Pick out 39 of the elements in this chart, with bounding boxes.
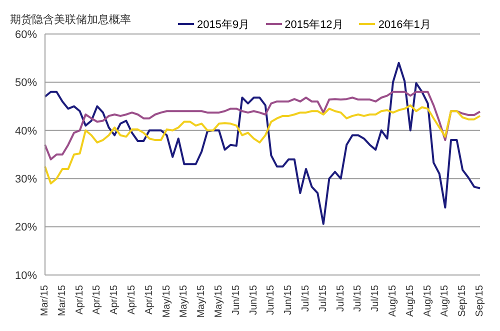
x-tick-label: Mar/15 (40, 284, 50, 316)
x-tick-label: Apr/15 (126, 284, 138, 314)
x-tick-label: May/15 (214, 284, 224, 318)
x-tick-label: Mar/15 (56, 284, 68, 316)
y-tick-label: 40% (14, 125, 38, 138)
y-tick-label: 60% (14, 28, 38, 41)
x-tick-label: Jun/15 (266, 284, 277, 316)
x-tick-label: Jul/15 (352, 284, 364, 312)
x-tick-label: Apr/15 (144, 284, 155, 314)
legend-label: 2015年9月 (197, 18, 250, 32)
line-series (44, 62, 481, 225)
y-tick-label: 20% (14, 222, 38, 234)
x-tick-label: Jul/15 (335, 284, 346, 312)
x-tick-label: Aug/15 (422, 284, 434, 317)
y-tick-label: 30% (14, 174, 38, 186)
x-tick-label: Jun/15 (248, 284, 260, 316)
x-tick-label: Jul/15 (370, 284, 382, 312)
x-tick-label: Jul/15 (318, 284, 329, 312)
x-tick-label: Aug/15 (404, 284, 416, 317)
y-tick-label: 10% (14, 270, 38, 282)
legend-label: 2015年12月 (284, 18, 344, 32)
x-tick-label: Sep/15 (457, 284, 468, 317)
x-tick-label: May/15 (178, 284, 190, 318)
x-tick-label: Apr/15 (92, 284, 103, 314)
x-tick-label: Aug/15 (440, 284, 451, 317)
x-tick-label: Jun/15 (283, 284, 294, 316)
legend-label: 2016年1月 (378, 18, 431, 32)
x-tick-label: Apr/15 (74, 284, 86, 314)
x-tick-label: May/15 (161, 284, 172, 318)
line-series (44, 90, 481, 160)
x-tick-label: May/15 (196, 284, 208, 318)
y-tick-label: 50% (14, 77, 38, 90)
x-tick-label: Jun/15 (230, 284, 242, 316)
line-series (44, 104, 481, 184)
x-tick-label: Aug/15 (388, 284, 398, 317)
x-tick-label: Jul/15 (300, 284, 312, 312)
chart-title: 期货隐含美联储加息概率 (10, 12, 131, 27)
x-tick-label: Sep/15 (474, 284, 486, 317)
x-tick-label: Apr/15 (109, 284, 120, 314)
